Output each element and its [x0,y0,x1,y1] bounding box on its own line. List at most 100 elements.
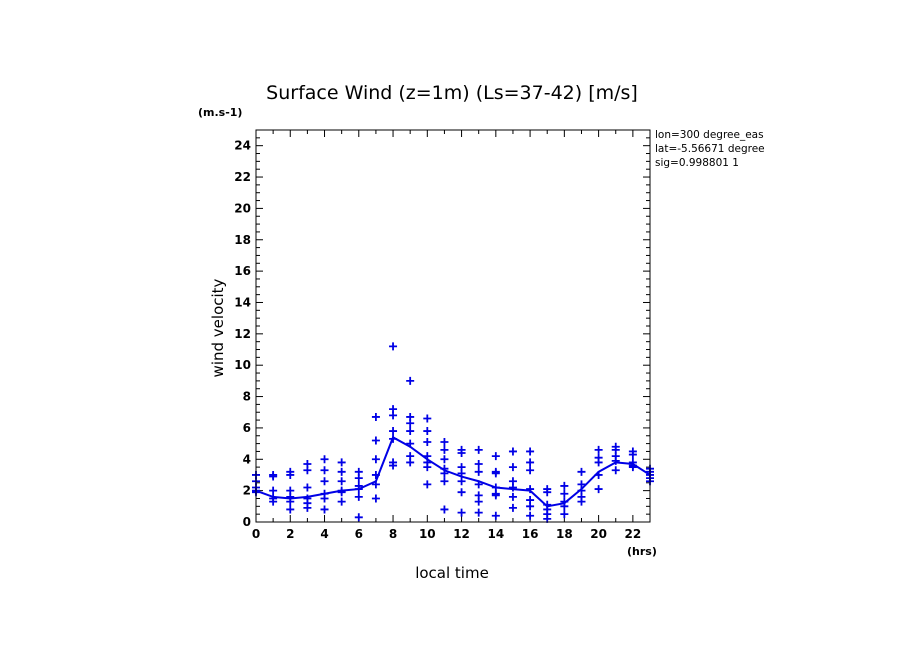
data-point [269,486,278,495]
y-axis-title: wind velocity [209,278,227,377]
data-point [337,497,346,506]
data-point [474,508,483,517]
data-point [354,513,363,522]
y-tick-label: 0 [243,515,251,529]
data-point [526,485,535,494]
data-point [320,455,329,464]
y-tick-label: 4 [243,452,251,466]
data-point [269,472,278,481]
data-point [594,485,603,494]
x-tick-label: 14 [487,527,504,541]
data-point [406,419,415,428]
data-point [491,452,500,461]
y-units-label: (m.s-1) [198,106,242,119]
data-point [474,497,483,506]
data-point [354,474,363,483]
data-point [457,469,466,478]
y-tick-label: 24 [234,139,251,153]
data-point [320,494,329,503]
data-point [423,427,432,436]
data-point [303,503,312,512]
data-point [371,480,380,489]
data-point [286,470,295,479]
data-point [303,483,312,492]
y-tick-label: 2 [243,484,251,498]
data-point [389,434,398,443]
data-point [474,445,483,454]
data-point [286,497,295,506]
data-point [371,494,380,503]
y-tick-label: 22 [234,170,251,184]
data-point [577,497,586,506]
x-tick-label: 8 [389,527,397,541]
data-point [337,488,346,497]
x-tick-label: 12 [453,527,470,541]
data-point [628,450,637,459]
y-tick-label: 12 [234,327,251,341]
data-point [457,488,466,497]
data-point [320,505,329,514]
data-point [337,458,346,467]
data-point [389,427,398,436]
data-point [491,491,500,500]
data-point [526,447,535,456]
y-tick-label: 10 [234,358,251,372]
data-point [526,511,535,520]
data-point [406,458,415,467]
data-point [303,466,312,475]
data-point [457,508,466,517]
data-point [320,466,329,475]
data-point [354,492,363,501]
data-point [440,438,449,447]
data-point [508,463,517,472]
data-point [440,445,449,454]
x-tick-label: 2 [286,527,294,541]
x-units-label: (hrs) [627,545,657,558]
data-point [508,492,517,501]
data-point [491,469,500,478]
data-point [406,376,415,385]
data-point [560,502,569,511]
data-point [594,445,603,454]
data-point [508,483,517,492]
data-point [628,463,637,472]
data-point [286,505,295,514]
y-tick-label: 6 [243,421,251,435]
data-point [560,510,569,519]
x-tick-label: 20 [590,527,607,541]
y-tick-label: 20 [234,201,251,215]
data-point [457,477,466,486]
data-point [371,436,380,445]
data-point [474,480,483,489]
x-tick-label: 6 [355,527,363,541]
data-point [457,449,466,458]
data-point [320,477,329,486]
chart-title: Surface Wind (z=1m) (Ls=37-42) [m/s] [266,82,638,104]
data-point [491,511,500,520]
plot-frame [255,129,651,523]
data-point [269,497,278,506]
x-tick-label: 10 [419,527,436,541]
data-point [526,466,535,475]
info-line-lat: lat=-5.56671 degree [655,143,765,155]
data-point [389,461,398,470]
data-point [508,503,517,512]
y-tick-label: 18 [234,233,251,247]
mean-line [255,435,651,508]
data-point [337,467,346,476]
x-tick-label: 18 [556,527,573,541]
data-point [594,470,603,479]
data-point [508,447,517,456]
data-point [440,455,449,464]
data-point [526,502,535,511]
data-point [594,458,603,467]
x-tick-label: 4 [320,527,328,541]
data-point [389,411,398,420]
axis-ticks [255,129,651,523]
x-tick-label: 16 [522,527,539,541]
data-point [611,456,620,465]
data-point [371,412,380,421]
info-line-sig: sig=0.998801 1 [655,157,739,169]
data-point [371,455,380,464]
